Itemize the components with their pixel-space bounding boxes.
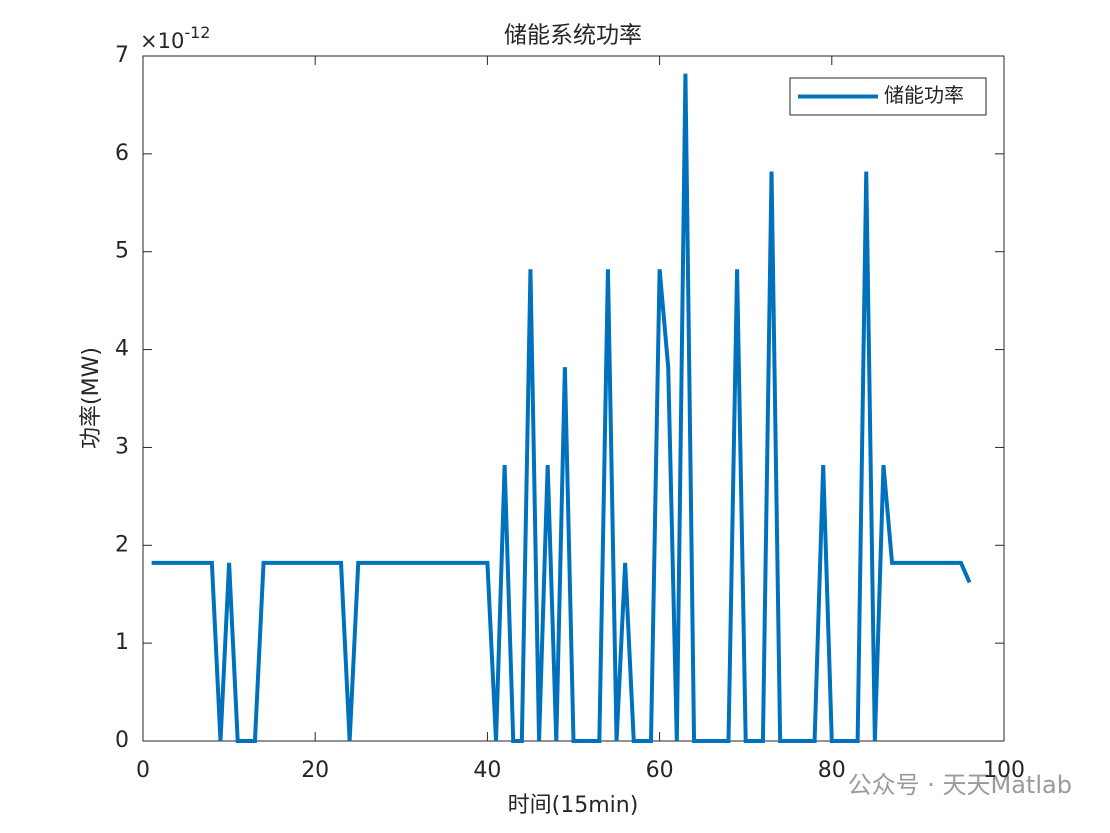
x-tick-label: 100: [983, 758, 1025, 783]
x-tick-label: 60: [646, 758, 674, 783]
y-tick-label: 6: [115, 141, 129, 166]
y-tick-label: 4: [115, 337, 129, 362]
data-line: [151, 73, 972, 743]
chart-title: 储能系统功率: [504, 23, 642, 49]
x-tick-label: 40: [473, 758, 501, 783]
y-tick-label: 3: [115, 434, 129, 459]
y-tick-label: 0: [115, 728, 129, 753]
legend-label: 储能功率: [884, 83, 964, 107]
y-tick-label: 1: [115, 630, 129, 655]
y-tick-label: 5: [115, 239, 129, 264]
x-tick-label: 20: [301, 758, 329, 783]
x-axis-label: 时间(15min): [508, 793, 639, 818]
x-tick-label: 0: [136, 758, 150, 783]
y-axis-label: 功率(MW): [79, 347, 104, 449]
watermark: 公众号 · 天天Matlab: [848, 771, 1072, 799]
y-multiplier-base: ×10: [140, 29, 184, 53]
x-tick-label: 80: [818, 758, 846, 783]
y-tick-label: 7: [115, 43, 129, 68]
y-tick-label: 2: [115, 532, 129, 557]
y-multiplier: ×10-12: [140, 23, 210, 54]
y-multiplier-exponent: -12: [184, 23, 210, 42]
